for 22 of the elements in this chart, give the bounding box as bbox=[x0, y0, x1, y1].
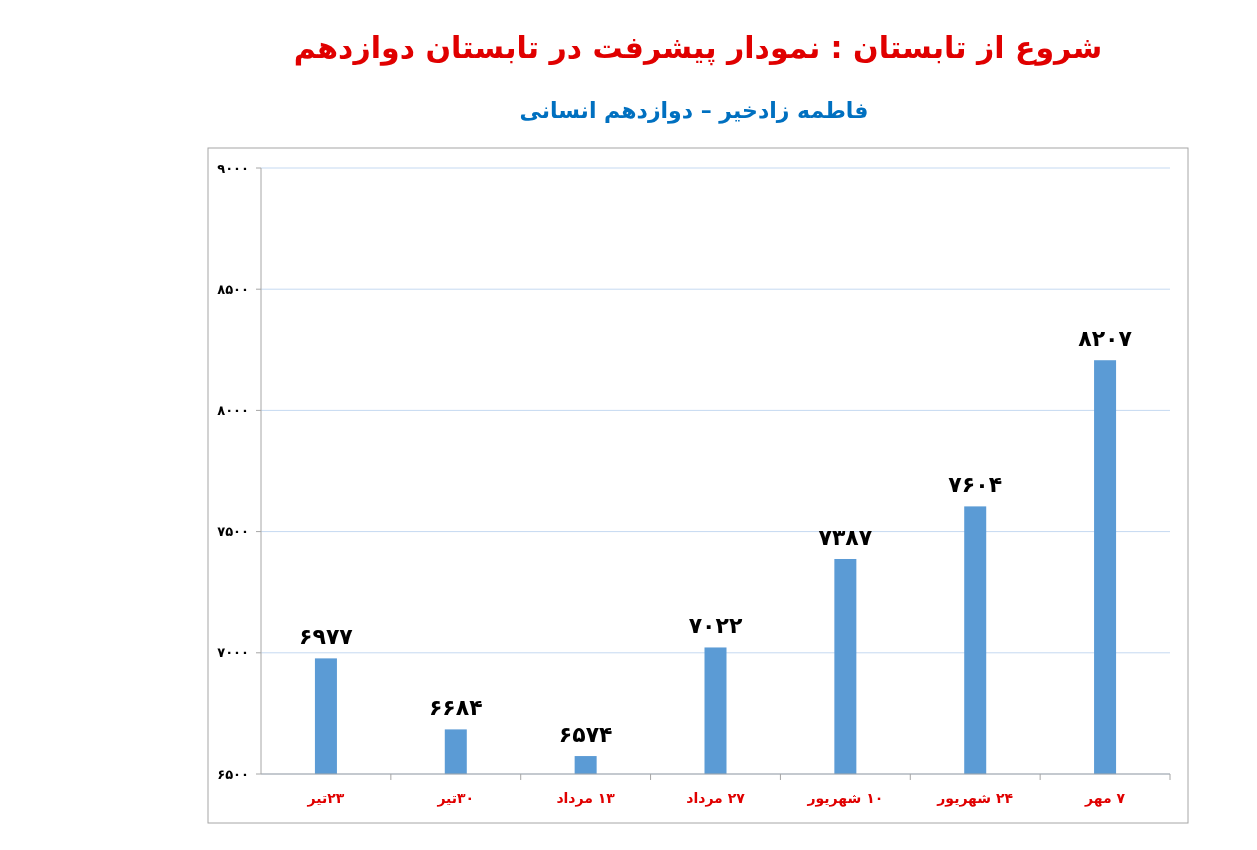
x-tick-label: ۲۷ مرداد bbox=[686, 790, 746, 807]
y-tick-label: ۹۰۰۰ bbox=[217, 160, 249, 176]
data-label: ۶۶۸۴ bbox=[428, 695, 483, 721]
x-tick-label: ۲۳تیر bbox=[306, 790, 345, 807]
data-label: ۶۹۷۷ bbox=[299, 624, 354, 650]
x-tick-label: ۳۰تیر bbox=[436, 790, 475, 807]
x-tick-label: ۱۳ مرداد bbox=[556, 790, 616, 807]
y-tick-label: ۷۰۰۰ bbox=[217, 645, 249, 661]
data-label: ۷۶۰۴ bbox=[948, 472, 1003, 498]
x-tick-label: ۱۰ شهریور bbox=[806, 790, 884, 807]
data-label: ۷۰۲۲ bbox=[688, 613, 743, 639]
y-tick-label: ۶۵۰۰ bbox=[217, 766, 249, 782]
chart-title: شروع از تابستان : نمودار پیشرفت در تابستان دوازدهم bbox=[293, 30, 1103, 66]
x-tick-label: ۷ مهر bbox=[1084, 790, 1126, 807]
y-tick-label: ۷۵۰۰ bbox=[217, 524, 249, 540]
chart-subtitle: فاطمه زادخیر – دوازدهم انسانی bbox=[519, 98, 869, 124]
data-label: ۶۵۷۴ bbox=[558, 722, 613, 748]
y-tick-label: ۸۰۰۰ bbox=[217, 402, 249, 418]
data-label: ۸۲۰۷ bbox=[1078, 326, 1133, 352]
x-tick-label: ۲۴ شهریور bbox=[936, 790, 1014, 807]
y-tick-label: ۸۵۰۰ bbox=[217, 281, 249, 297]
data-label: ۷۳۸۷ bbox=[818, 524, 873, 550]
